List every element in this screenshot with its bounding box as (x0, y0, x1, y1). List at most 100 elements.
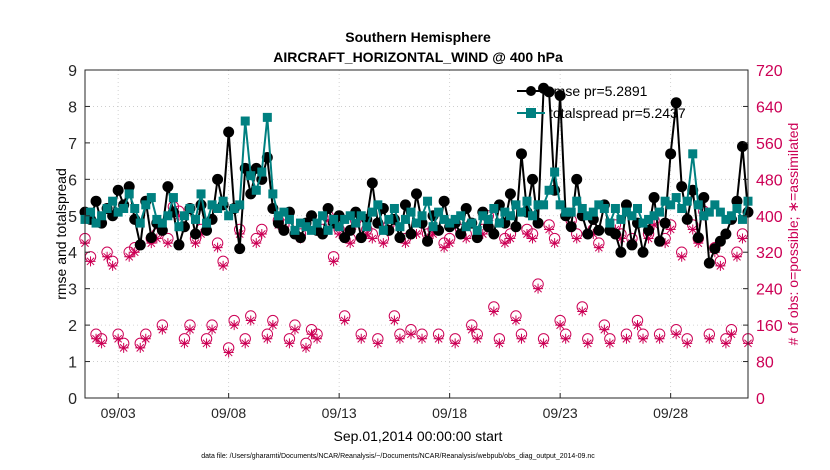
obs-assimilated-point (604, 338, 615, 349)
totalspread-point (577, 203, 587, 213)
obs-assimilated-point (649, 219, 660, 230)
totalspread-point (213, 203, 223, 213)
obs-assimilated-point (472, 333, 483, 344)
obs-assimilated-point (124, 251, 135, 262)
totalspread-point (86, 207, 96, 217)
rmse-point (460, 202, 472, 214)
obs-assimilated-point (184, 324, 195, 335)
totalspread-point (737, 214, 747, 224)
rmse-point (405, 228, 417, 240)
obs-assimilated-point (96, 338, 107, 349)
totalspread-point (323, 225, 333, 235)
totalspread-point (246, 171, 256, 181)
totalspread-point (279, 207, 289, 217)
y-tick-label: 6 (68, 172, 77, 189)
obs-assimilated-point (450, 338, 461, 349)
rmse-point (615, 246, 627, 258)
obs-assimilated-point (328, 256, 339, 267)
legend-spread-marker (526, 108, 536, 118)
totalspread-point (478, 211, 488, 221)
totalspread-point (550, 167, 560, 177)
totalspread-point (329, 214, 339, 224)
obs-assimilated-point (85, 256, 96, 267)
y2-tick-label: 160 (756, 318, 783, 335)
rmse-point (692, 232, 704, 244)
totalspread-point (605, 218, 615, 228)
obs-assimilated-point (262, 333, 273, 344)
totalspread-point (621, 207, 631, 217)
rmse-point (294, 232, 306, 244)
totalspread-point (726, 211, 736, 221)
y-tick-label: 1 (68, 355, 77, 372)
rmse-point (665, 148, 677, 160)
obs-assimilated-point (599, 324, 610, 335)
rmse-point (112, 184, 124, 196)
chart-subtitle: AIRCRAFT_HORIZONTAL_WIND @ 400 hPa (273, 49, 563, 65)
totalspread-point (312, 218, 322, 228)
totalspread-point (483, 214, 493, 224)
totalspread-point (102, 203, 112, 213)
rmse-point (703, 257, 715, 269)
rmse-point (455, 228, 467, 240)
rmse-point (488, 228, 500, 240)
totalspread-point (472, 225, 482, 235)
obs-assimilated-point (549, 238, 560, 249)
rmse-point (571, 173, 583, 185)
totalspread-point (566, 207, 576, 217)
obs-assimilated-point (522, 229, 532, 239)
rmse-point (322, 202, 334, 214)
totalspread-point (434, 207, 444, 217)
obs-assimilated-point (312, 333, 323, 344)
totalspread-point (202, 218, 212, 228)
y-axis-left: 0 1 2 3 4 5 6 7 8 9 (68, 63, 90, 408)
obs-assimilated-point (516, 333, 527, 344)
obs-assimilated-point (267, 320, 278, 331)
totalspread-point (307, 225, 317, 235)
obs-assimilated-point (405, 329, 416, 340)
rmse-point (676, 181, 688, 193)
obs-assimilated-point (284, 338, 295, 349)
totalspread-point (660, 196, 670, 206)
totalspread-point (229, 203, 239, 213)
totalspread-point (511, 200, 521, 210)
obs-assimilated-point (720, 338, 731, 349)
obs-assimilated-point (715, 260, 726, 271)
rmse-point (637, 246, 649, 258)
totalspread-point (141, 200, 151, 210)
y-tick-label: 9 (68, 63, 77, 80)
totalspread-point (384, 214, 394, 224)
y2-tick-label: 480 (756, 172, 783, 189)
obs-assimilated-point (676, 251, 687, 262)
x-tick-label: 09/23 (543, 405, 578, 421)
rmse-point (532, 217, 544, 229)
obs-assimilated-point (466, 324, 477, 335)
totalspread-point (97, 211, 107, 221)
obs-assimilated-point (229, 320, 240, 331)
totalspread-point (688, 149, 698, 159)
obs-assimilated-point (433, 333, 444, 344)
obs-assimilated-point (245, 315, 256, 326)
obs-assimilated-point (411, 229, 422, 239)
totalspread-point (516, 207, 526, 217)
totalspread-point (191, 214, 200, 224)
rmse-point (234, 243, 246, 255)
obs-assimilated-point (289, 324, 300, 335)
rmse-point (422, 235, 434, 247)
totalspread-point (152, 214, 162, 224)
x-axis-label: Sep.01,2014 00:00:00 start (334, 428, 503, 444)
legend: rmse pr=5.2891 totalspread pr=5.2437 (517, 83, 686, 121)
obs-assimilated-point (157, 324, 168, 335)
totalspread-point (185, 203, 195, 213)
x-tick-label: 09/18 (432, 405, 467, 421)
totalspread-point (715, 207, 725, 217)
y-tick-label: 3 (68, 282, 77, 299)
totalspread-point (356, 211, 366, 221)
totalspread-point (130, 203, 140, 213)
obs-assimilated-point (439, 242, 450, 253)
rmse-point (736, 141, 748, 153)
obs-assimilated-point (660, 238, 671, 249)
obs-assimilated-point (129, 247, 140, 258)
obs-assimilated-point (179, 338, 190, 349)
obs-assimilated-point (140, 333, 151, 344)
y-axis-label: rmse and totalspread (53, 168, 69, 300)
